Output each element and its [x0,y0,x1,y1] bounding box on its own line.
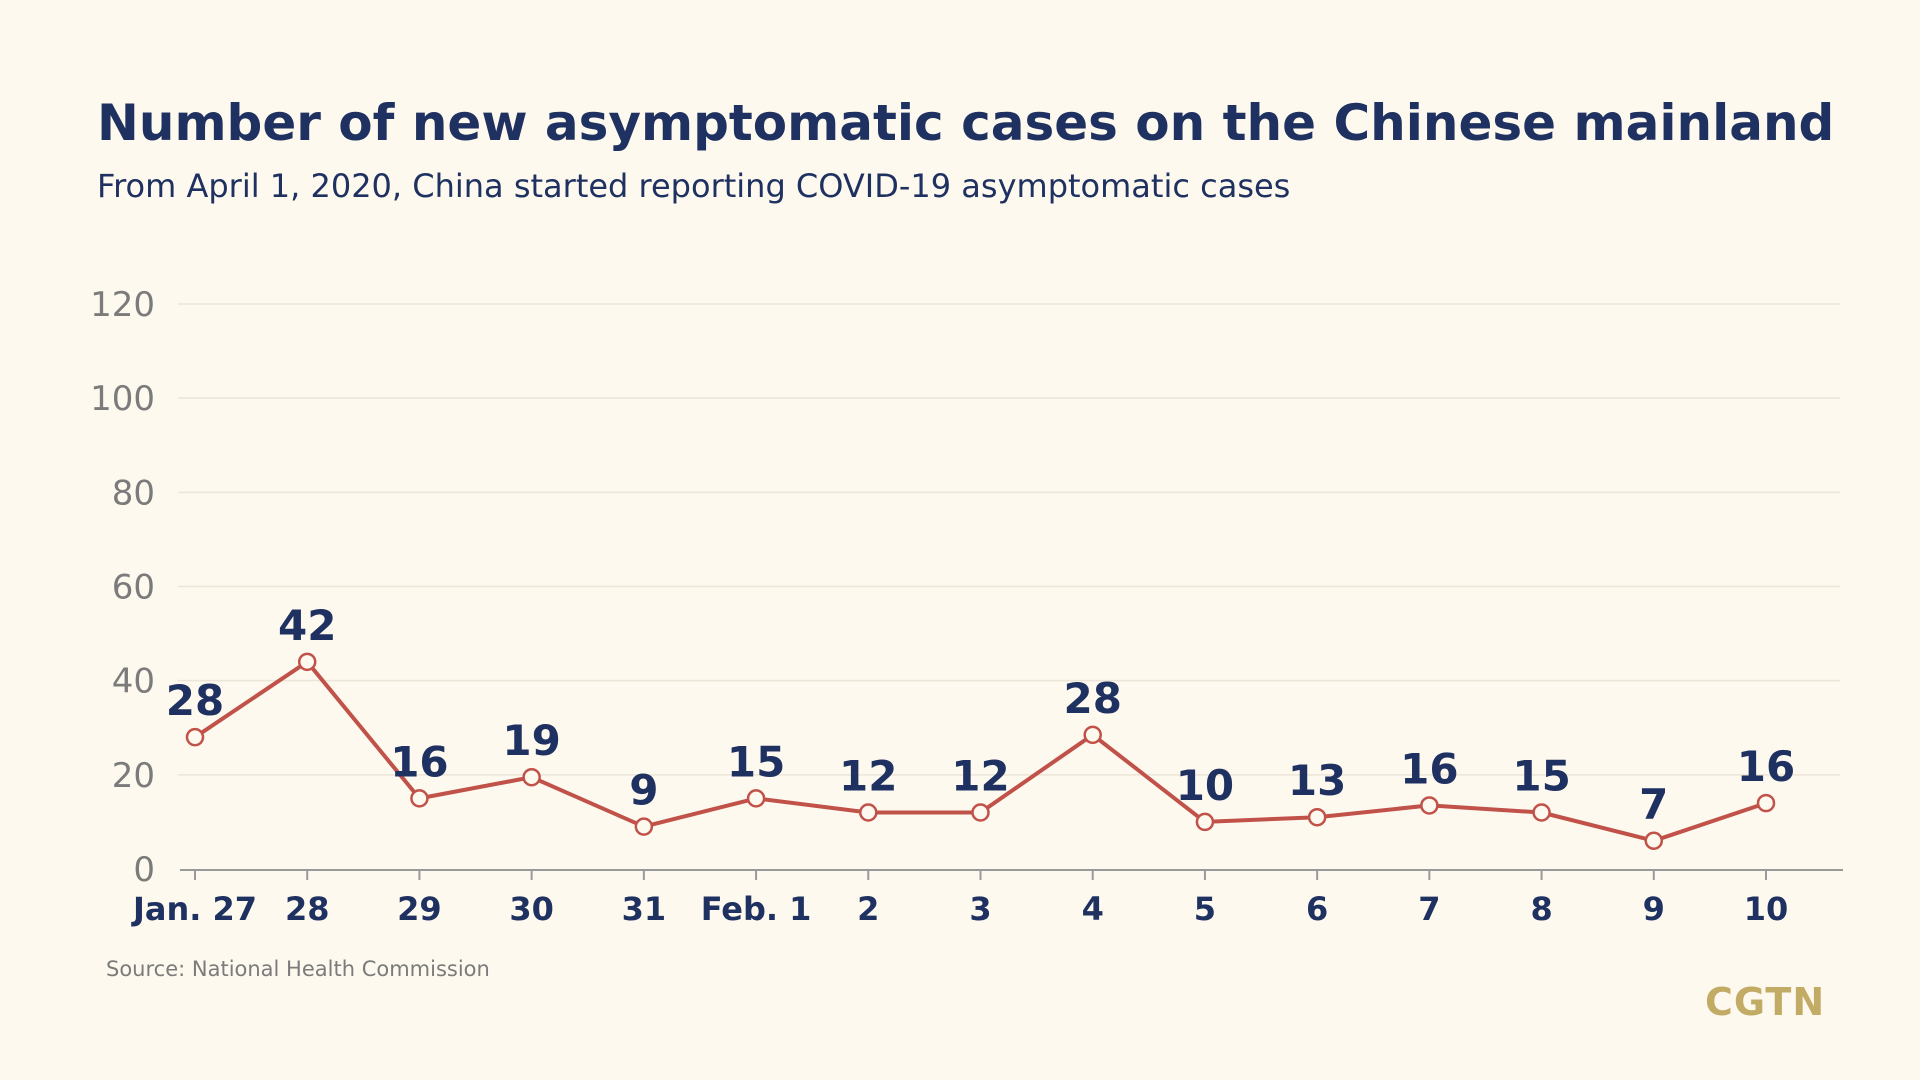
data-point [971,803,990,822]
y-tick-label: 120 [90,285,155,325]
x-tick-label: 10 [1744,890,1789,928]
x-tick-label: 5 [1194,890,1216,928]
data-point [1420,796,1439,815]
x-tick-label: 7 [1418,890,1440,928]
data-label: 9 [629,766,658,815]
x-tick-label: 28 [285,890,330,928]
data-label: 16 [1400,744,1458,793]
x-tick-label: 8 [1530,890,1552,928]
y-tick-label: 40 [112,662,155,702]
chart-title: Number of new asymptomatic cases on the … [97,94,1835,152]
data-points [185,652,1776,850]
data-label: 28 [1063,674,1121,723]
source-note: Source: National Health Commission [106,957,490,981]
x-tick-label: 9 [1643,890,1665,928]
x-tick-label: Feb. 1 [701,890,812,928]
y-tick-label: 60 [112,568,155,608]
data-label: 7 [1639,780,1668,829]
data-point [746,789,766,808]
data-label: 15 [727,737,785,786]
data-label: 19 [502,716,560,765]
data-label: 16 [390,737,448,786]
x-tick-label: 31 [622,890,667,928]
data-point [1083,725,1102,745]
x-tick-label: 29 [397,890,442,928]
y-tick-label: 0 [133,850,155,890]
data-label: 16 [1737,742,1795,791]
data-point [1644,831,1664,850]
data-labels: 28 42 16 19 9 15 12 12 28 10 13 16 15 7 16 [166,601,1795,829]
data-label: 13 [1288,756,1346,805]
data-point [1532,803,1551,822]
data-label: 15 [1512,752,1570,801]
x-tick-label: 6 [1306,890,1328,928]
y-tick-label: 20 [112,756,155,796]
x-tick-label: 4 [1082,890,1104,928]
data-label: 12 [839,752,897,801]
y-axis-ticks: 0 20 40 60 80 100 120 [90,285,155,890]
data-label: 12 [951,752,1009,801]
x-tick-label: 2 [857,890,879,928]
data-point [297,652,317,672]
data-point [522,767,541,787]
data-point [1195,812,1215,832]
data-point [410,789,429,808]
chart-subtitle: From April 1, 2020, China started report… [97,167,1291,205]
data-label: 10 [1176,761,1234,810]
data-point [1307,807,1327,827]
cgtn-logo: CGTN [1705,980,1826,1024]
x-tick-label: 30 [509,890,554,928]
data-point [1756,793,1776,813]
data-point [634,817,654,836]
data-label: 42 [278,601,336,650]
x-tick-label: 3 [969,890,991,928]
data-point [859,803,878,822]
data-point [185,727,205,747]
x-axis-ticks: Jan. 27 28 29 30 31 Feb. 1 2 3 4 5 6 7 8 9 10 [131,870,1788,928]
x-tick-label: Jan. 27 [131,890,257,928]
data-label: 28 [166,676,224,725]
grid-lines [178,303,1840,776]
y-tick-label: 80 [112,473,155,513]
y-tick-label: 100 [90,379,155,419]
